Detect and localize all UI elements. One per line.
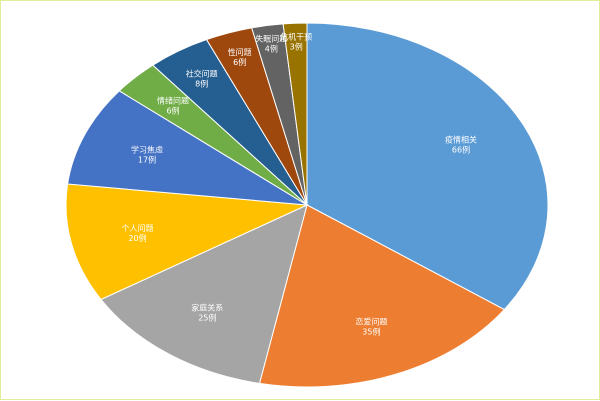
slice-label: 社交问题 8例 [186, 69, 218, 89]
slice-value: 8例 [195, 79, 208, 89]
slice-name: 个人问题 [122, 224, 154, 233]
slice-name: 失眠问题 [255, 33, 287, 43]
slice-value: 66例 [452, 145, 470, 155]
slice-name: 危机干预 [280, 31, 312, 41]
slice-label: 个人问题 20例 [122, 224, 154, 243]
slice-label: 疫情相关 66例 [445, 135, 477, 155]
slice-name: 性问题 [228, 47, 252, 57]
slice-label: 性问题 6例 [228, 47, 252, 67]
pie-slice[interactable] [100, 204, 308, 384]
slice-label: 失眠问题 4例 [255, 33, 287, 53]
slice-value: 35例 [362, 327, 380, 337]
slice-name: 学习焦虑 [131, 144, 163, 154]
slice-value: 3例 [290, 41, 303, 51]
slice-value: 6例 [233, 57, 246, 67]
slice-value: 20例 [128, 233, 146, 243]
pie-slice[interactable] [306, 22, 549, 311]
slice-label: 情绪问题 6例 [157, 96, 189, 116]
slice-name: 恋爱问题 [355, 317, 387, 327]
slice-value: 6例 [166, 106, 179, 116]
pie-slices [65, 22, 549, 388]
slice-value: 17例 [138, 154, 156, 164]
pie-slice[interactable] [67, 90, 308, 206]
slice-value: 4例 [265, 43, 278, 53]
pie-slice[interactable] [258, 204, 506, 388]
slice-name: 家庭关系 [191, 302, 223, 312]
pie-slice[interactable] [65, 183, 309, 301]
slice-value: 25例 [198, 312, 216, 322]
slice-name: 疫情相关 [445, 135, 477, 145]
slice-label: 危机干预 3例 [280, 31, 312, 51]
slice-name: 社交问题 [186, 69, 218, 79]
slice-name: 情绪问题 [157, 96, 189, 106]
slice-label: 家庭关系 25例 [191, 302, 223, 322]
slice-label: 恋爱问题 35例 [355, 317, 387, 337]
pie-slice[interactable] [282, 22, 308, 206]
slice-label: 学习焦虑 17例 [131, 144, 163, 164]
